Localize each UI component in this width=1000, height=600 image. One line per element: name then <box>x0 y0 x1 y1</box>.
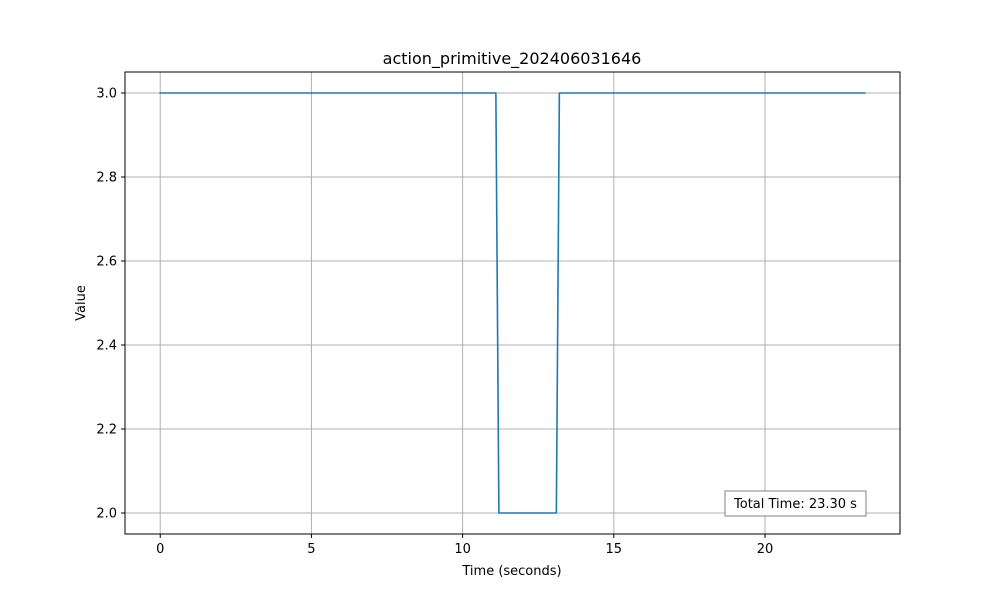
y-tick-label: 2.0 <box>96 507 117 522</box>
x-axis-label: Time (seconds) <box>461 564 561 579</box>
y-axis-label: Value <box>74 285 89 321</box>
chart-title: action_primitive_202406031646 <box>383 49 642 69</box>
y-tick-label: 3.0 <box>96 87 117 102</box>
axis-ticks: 0 5 10 15 20 2.0 2.2 2.4 2.6 2.8 3.0 <box>96 87 773 558</box>
y-tick-label: 2.6 <box>96 255 117 270</box>
x-tick-label: 5 <box>307 542 315 557</box>
y-tick-label: 2.8 <box>96 171 117 186</box>
plot-frame <box>124 71 901 535</box>
y-tick-label: 2.4 <box>96 339 117 354</box>
annotation-box <box>724 490 867 517</box>
x-tick-label: 10 <box>454 542 471 557</box>
x-tick-label: 15 <box>606 542 623 557</box>
x-tick-label: 20 <box>757 542 774 557</box>
annotation-text: Total Time: 23.30 s <box>733 497 857 512</box>
total-time-annotation: Total Time: 23.30 s <box>724 490 867 517</box>
series-line <box>159 92 866 514</box>
y-tick-label: 2.2 <box>96 423 117 438</box>
series-layer <box>159 92 866 514</box>
x-tick-label: 0 <box>156 542 164 557</box>
